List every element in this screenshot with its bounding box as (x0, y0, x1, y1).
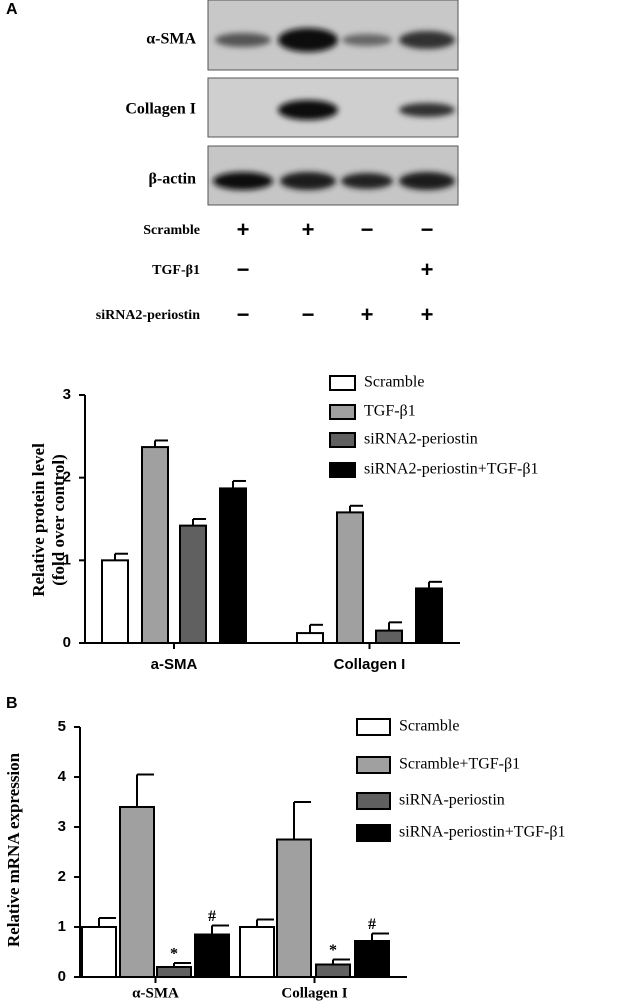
band (341, 173, 393, 189)
condition-sign: − (237, 257, 250, 282)
x-tick-label: α-SMA (132, 985, 179, 1001)
legend-label: TGF-β1 (364, 403, 416, 420)
bar (336, 511, 364, 644)
legend-label: Scramble+TGF-β1 (399, 756, 520, 773)
x-tick-label: a-SMA (151, 656, 198, 673)
x-tick-label: Collagen I (334, 656, 406, 673)
y-tick-label: 1 (63, 551, 71, 568)
bar (415, 587, 443, 645)
bar (156, 966, 192, 978)
y-axis-label: Relative protein level (29, 443, 48, 597)
legend-swatch (329, 404, 356, 420)
legend-label: siRNA-periostin (399, 792, 505, 809)
band (342, 34, 392, 46)
legend-swatch (356, 792, 391, 810)
legend-label: siRNA-periostin+TGF-β1 (399, 824, 566, 841)
x-tick-label: Collagen I (281, 985, 347, 1001)
band (399, 103, 455, 117)
y-tick-label: 4 (58, 768, 67, 785)
bar (296, 632, 324, 645)
legend-swatch (356, 824, 391, 842)
bar (141, 446, 169, 644)
condition-sign: − (421, 217, 434, 242)
bar (101, 559, 129, 644)
y-tick-label: 3 (58, 818, 66, 835)
bar (119, 806, 155, 978)
legend-label: siRNA2-periostin (364, 431, 478, 448)
bar (219, 487, 247, 644)
band (399, 31, 455, 49)
bar (239, 926, 275, 978)
bar (375, 629, 403, 644)
band (278, 28, 338, 52)
y-axis-label: (fold over control) (49, 454, 68, 586)
condition-label: Scramble (143, 223, 200, 238)
condition-sign: + (237, 217, 250, 242)
annotation: # (368, 916, 376, 933)
blot-row-label: β-actin (148, 171, 196, 188)
condition-sign: + (421, 257, 434, 282)
y-tick-label: 2 (58, 868, 66, 885)
band (280, 172, 336, 190)
bar (315, 963, 351, 978)
condition-sign: + (421, 302, 434, 327)
y-tick-label: 0 (63, 634, 71, 651)
legend-swatch (356, 718, 391, 736)
y-tick-label: 2 (63, 469, 71, 486)
blot-bands (213, 28, 455, 190)
annotation: * (170, 946, 178, 963)
condition-label: siRNA2-periostin (96, 308, 200, 323)
condition-sign: + (361, 302, 374, 327)
annotation: # (208, 908, 216, 925)
band (213, 172, 273, 190)
y-tick-label: 5 (58, 718, 66, 735)
y-axis-label: Relative mRNA expression (4, 752, 23, 947)
legend-swatch (329, 432, 356, 448)
bar (194, 933, 230, 978)
condition-sign: − (237, 302, 250, 327)
band (215, 33, 271, 47)
bar (81, 926, 117, 978)
condition-sign: − (361, 217, 374, 242)
condition-sign: − (302, 302, 315, 327)
annotation: * (329, 942, 337, 959)
band (399, 172, 455, 190)
panel-label: A (6, 1, 18, 18)
condition-sign: + (302, 217, 315, 242)
y-tick-label: 3 (63, 386, 71, 403)
panel-label: B (6, 695, 18, 712)
legend-label: Scramble (364, 374, 424, 391)
bar (276, 838, 312, 978)
blot-row-label: α-SMA (146, 31, 196, 48)
legend-label: Scramble (399, 718, 459, 735)
y-tick-label: 0 (58, 968, 66, 985)
legend-swatch (329, 375, 356, 391)
legend-label: siRNA2-periostin+TGF-β1 (364, 461, 539, 478)
bar (179, 524, 207, 645)
y-tick-label: 1 (58, 918, 66, 935)
legend-swatch (329, 462, 356, 478)
band (278, 100, 338, 120)
bar (354, 940, 390, 978)
condition-label: TGF-β1 (152, 263, 200, 278)
legend-swatch (356, 756, 391, 774)
blot-row-label: Collagen I (125, 101, 196, 118)
